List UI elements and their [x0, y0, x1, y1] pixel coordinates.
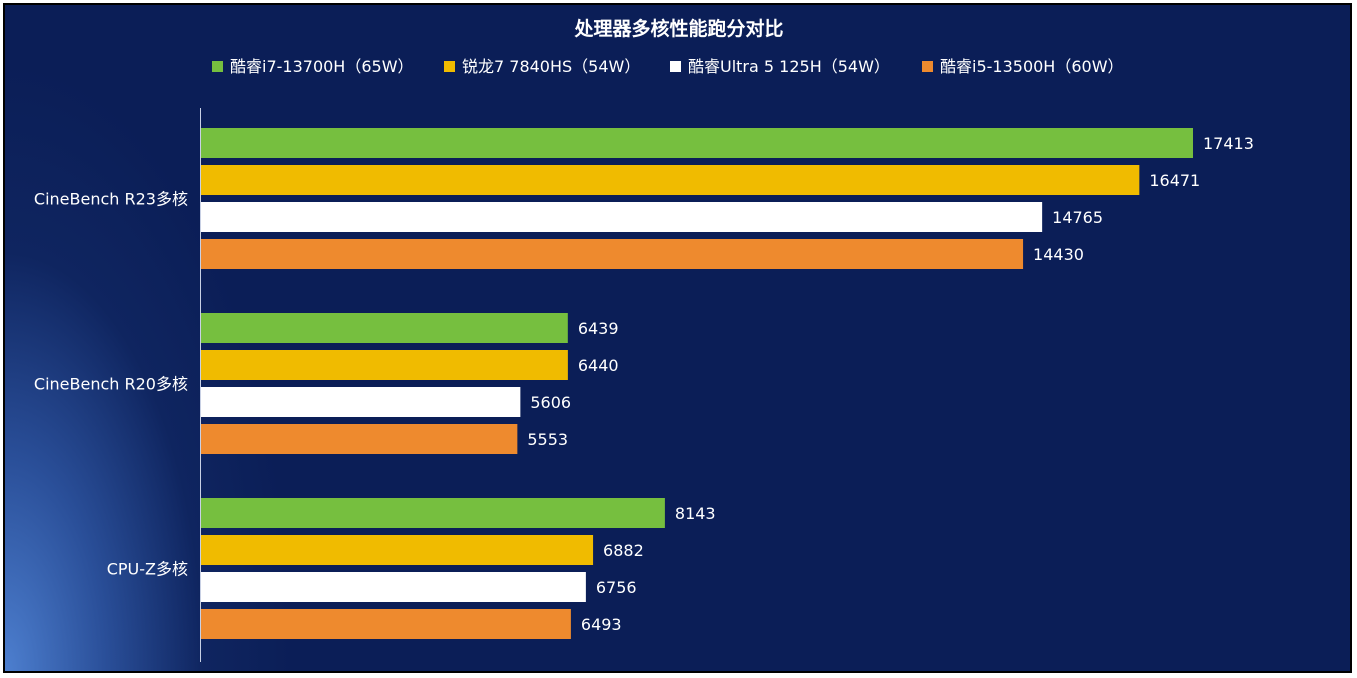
legend: 酷睿i7-13700H（65W） 锐龙7 7840HS（54W） 酷睿Ultra 5… — [212, 57, 1124, 76]
bar-2-3 — [201, 609, 571, 639]
value-label-2-2: 6756 — [596, 578, 637, 597]
value-label-2-0: 8143 — [675, 504, 716, 523]
value-label-2-1: 6882 — [603, 541, 644, 560]
value-label-1-1: 6440 — [578, 356, 619, 375]
legend-swatch-1 — [444, 61, 455, 72]
bar-0-1 — [201, 165, 1140, 195]
bar-0-3 — [201, 239, 1024, 269]
bar-1-3 — [201, 424, 518, 454]
category-label-2: CPU-Z多核 — [107, 560, 188, 579]
bar-1-0 — [201, 313, 568, 343]
bar-0-0 — [201, 128, 1193, 158]
legend-swatch-2 — [670, 61, 681, 72]
bar-1-1 — [201, 350, 568, 380]
chart-frame: 处理器多核性能跑分对比 酷睿i7-13700H（65W） 锐龙7 7840HS（5… — [3, 3, 1352, 673]
bar-chart: 处理器多核性能跑分对比 酷睿i7-13700H（65W） 锐龙7 7840HS（5… — [34, 17, 1254, 662]
value-label-0-2: 14765 — [1052, 208, 1103, 227]
value-label-1-3: 5553 — [527, 430, 568, 449]
bar-2-0 — [201, 498, 665, 528]
legend-label-0: 酷睿i7-13700H（65W） — [230, 57, 414, 76]
category-label-1: CineBench R20多核 — [34, 375, 188, 394]
category-label-0: CineBench R23多核 — [34, 190, 188, 209]
bar-2-2 — [201, 572, 586, 602]
value-label-1-0: 6439 — [578, 319, 619, 338]
value-label-0-1: 16471 — [1149, 171, 1200, 190]
bar-1-2 — [201, 387, 521, 417]
value-label-1-2: 5606 — [530, 393, 571, 412]
legend-label-2: 酷睿Ultra 5 125H（54W） — [688, 57, 890, 76]
bar-2-1 — [201, 535, 594, 565]
chart-title: 处理器多核性能跑分对比 — [573, 17, 783, 40]
legend-label-1: 锐龙7 7840HS（54W） — [462, 57, 640, 76]
value-label-0-3: 14430 — [1033, 245, 1084, 264]
value-label-2-3: 6493 — [581, 615, 622, 634]
value-label-0-0: 17413 — [1203, 134, 1254, 153]
legend-swatch-0 — [212, 61, 223, 72]
bar-0-2 — [201, 202, 1043, 232]
legend-label-3: 酷睿i5-13500H（60W） — [940, 57, 1124, 76]
legend-swatch-3 — [922, 61, 933, 72]
